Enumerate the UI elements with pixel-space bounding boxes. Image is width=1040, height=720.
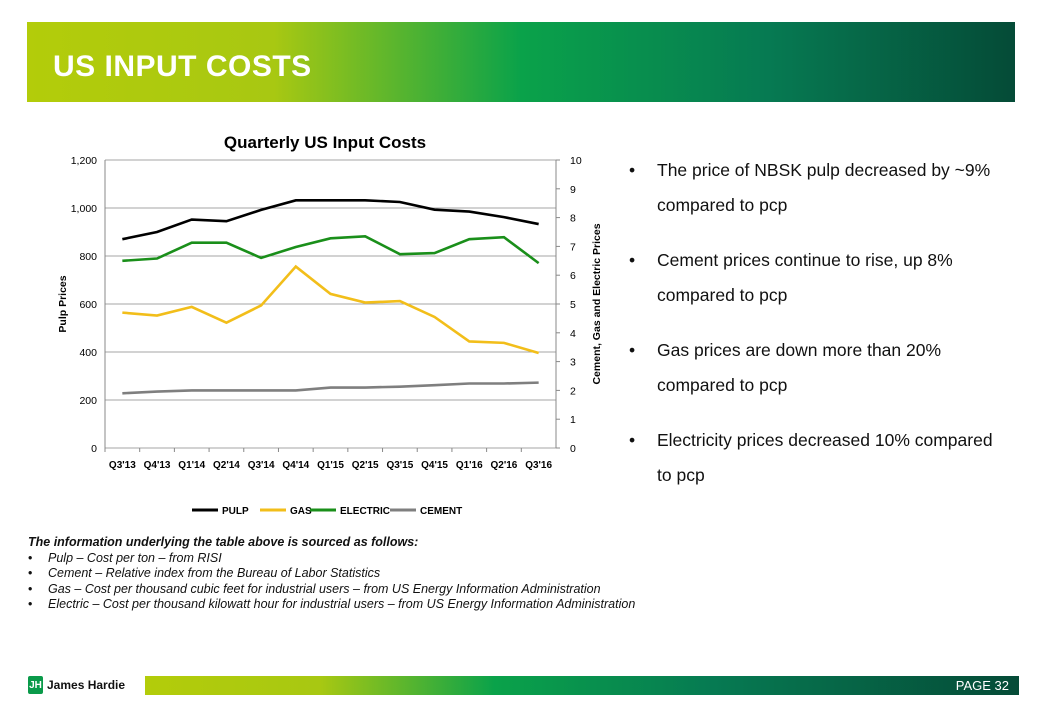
y2-tick-label: 2 xyxy=(570,385,576,397)
legend-label: ELECTRIC xyxy=(340,506,390,517)
x-tick-label: Q2'14 xyxy=(213,460,240,471)
bullet-electric: Electricity prices decreased 10% compare… xyxy=(625,423,1005,493)
legend-label: CEMENT xyxy=(420,506,462,517)
y2-tick-label: 3 xyxy=(570,357,576,369)
bullet-gas: Gas prices are down more than 20% compar… xyxy=(625,333,1005,403)
y2-tick-label: 6 xyxy=(570,270,576,282)
y-tick-label: 400 xyxy=(79,347,97,359)
x-tick-label: Q3'16 xyxy=(525,460,552,471)
y-tick-label: 600 xyxy=(79,299,97,311)
y2-tick-label: 4 xyxy=(570,328,576,340)
title-banner: US INPUT COSTS xyxy=(27,22,1015,102)
y-tick-label: 800 xyxy=(79,251,97,263)
sources-note: The information underlying the table abo… xyxy=(28,535,635,613)
x-tick-label: Q1'14 xyxy=(178,460,205,471)
x-tick-label: Q3'15 xyxy=(386,460,413,471)
input-costs-chart: Quarterly US Input Costs 0 200 400 600 800 1,0… xyxy=(57,133,603,517)
series-line-gas xyxy=(122,264,540,355)
y2-tick-label: 10 xyxy=(570,155,582,167)
chart-title: Quarterly US Input Costs xyxy=(224,133,426,152)
y-tick-label: 200 xyxy=(79,395,97,407)
y-axis-label: Pulp Prices xyxy=(57,275,69,332)
logo-text: James Hardie xyxy=(47,678,126,692)
legend-label: GAS xyxy=(290,506,312,517)
y2-tick-label: 0 xyxy=(570,443,576,455)
x-tick-label: Q3'13 xyxy=(109,460,136,471)
y2-axis-label: Cement, Gas and Electric Prices xyxy=(591,223,603,384)
y2-tick-label: 8 xyxy=(570,213,576,225)
y-tick-label: 1,200 xyxy=(71,155,97,167)
y2-tick-label: 9 xyxy=(570,184,576,196)
series-line-cement xyxy=(122,381,539,395)
source-item: Cement – Relative index from the Bureau … xyxy=(28,566,635,582)
series-line-pulp xyxy=(122,199,539,241)
source-item: Pulp – Cost per ton – from RISI xyxy=(28,551,635,567)
bullet-cement: Cement prices continue to rise, up 8% co… xyxy=(625,243,1005,313)
bullet-pulp: The price of NBSK pulp decreased by ~9% … xyxy=(625,153,1005,223)
legend-label: PULP xyxy=(222,506,249,517)
y-tick-label: 0 xyxy=(91,443,97,455)
sources-heading: The information underlying the table abo… xyxy=(28,535,419,549)
y2-tick-label: 7 xyxy=(570,241,576,253)
x-tick-label: Q4'13 xyxy=(144,460,171,471)
y2-tick-label: 1 xyxy=(570,414,576,426)
x-tick-label: Q4'14 xyxy=(282,460,309,471)
source-item: Electric – Cost per thousand kilowatt ho… xyxy=(28,597,635,613)
source-item: Gas – Cost per thousand cubic feet for i… xyxy=(28,582,635,598)
x-tick-label: Q2'16 xyxy=(491,460,518,471)
y-tick-label: 1,000 xyxy=(71,203,97,215)
y2-tick-label: 5 xyxy=(570,299,576,311)
x-tick-label: Q1'15 xyxy=(317,460,344,471)
page-number: PAGE 32 xyxy=(955,678,1009,693)
page-title: US INPUT COSTS xyxy=(53,50,312,83)
bullet-list: The price of NBSK pulp decreased by ~9% … xyxy=(625,153,1005,513)
logo-mark-icon: JH xyxy=(28,676,43,694)
footer-bar: PAGE 32 xyxy=(145,676,1019,695)
x-tick-label: Q2'15 xyxy=(352,460,379,471)
x-tick-label: Q4'15 xyxy=(421,460,448,471)
company-logo: JH James Hardie xyxy=(28,676,125,694)
series-line-electric xyxy=(122,235,540,265)
x-tick-label: Q1'16 xyxy=(456,460,483,471)
x-tick-label: Q3'14 xyxy=(248,460,275,471)
